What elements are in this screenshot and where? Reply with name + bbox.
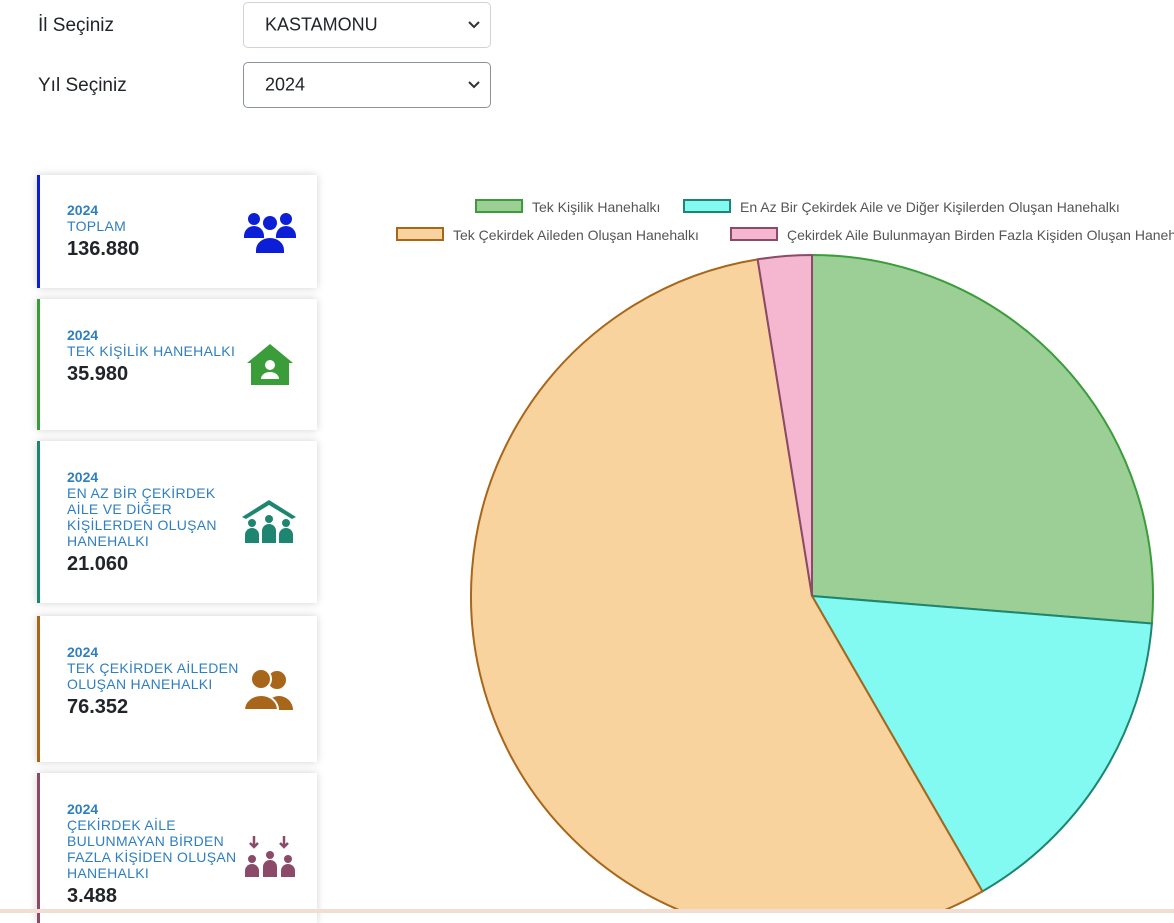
card-year: 2024 (67, 644, 99, 660)
legend-swatch (396, 227, 444, 241)
pie-slice-single[interactable] (811, 253, 1154, 625)
card-value: 35.980 (67, 363, 129, 385)
people-arrows-icon (245, 836, 295, 877)
user-pair-icon (243, 668, 293, 711)
card-single-nuclear: 2024 TEK ÇEKİRDEK AİLEDEN OLUŞAN HANEHAL… (37, 616, 317, 762)
card-title: TEK KİŞİLİK HANEHALKI (67, 343, 236, 359)
family-house-icon (242, 500, 296, 543)
card-year: 2024 (67, 469, 99, 485)
legend-swatch (730, 227, 778, 241)
card-value: 21.060 (67, 553, 129, 575)
chevron-down-icon (468, 21, 480, 29)
card-year: 2024 (67, 801, 99, 817)
page-bottom-bar (0, 909, 1174, 913)
province-label: İl Seçiniz (38, 15, 115, 36)
legend-swatch (683, 199, 731, 213)
card-title: EN AZ BİR ÇEKİRDEK AİLE VE DİĞER KİŞİLER… (67, 485, 217, 549)
legend-label: En Az Bir Çekirdek Aile ve Diğer Kişiler… (740, 199, 1120, 215)
card-value: 3.488 (67, 885, 118, 907)
card-single-person: 2024 TEK KİŞİLİK HANEHALKI 35.980 (37, 299, 317, 430)
legend-swatch (475, 199, 523, 213)
card-year: 2024 (67, 327, 99, 343)
card-value: 136.880 (67, 238, 140, 260)
card-nuclear-plus-others: 2024 EN AZ BİR ÇEKİRDEK AİLE VE DİĞER Kİ… (37, 441, 317, 603)
legend-item-non-nuclear-multi[interactable]: Çekirdek Aile Bulunmayan Birden Fazla Ki… (730, 227, 1174, 245)
card-value: 76.352 (67, 696, 129, 718)
legend-label: Çekirdek Aile Bulunmayan Birden Fazla Ki… (787, 227, 1174, 243)
legend-label: Tek Çekirdek Aileden Oluşan Hanehalkı (453, 227, 699, 243)
year-label: Yıl Seçiniz (38, 75, 127, 96)
card-title: TEK ÇEKİRDEK AİLEDEN OLUŞAN HANEHALKI (67, 660, 239, 692)
card-title: ÇEKİRDEK AİLE BULUNMAYAN BİRDEN FAZLA Kİ… (67, 817, 237, 881)
legend-label: Tek Kişilik Hanehalkı (532, 199, 661, 215)
province-select-value: KASTAMONU (265, 14, 378, 35)
house-user-icon (247, 344, 293, 385)
year-select-value: 2024 (265, 74, 306, 95)
year-select[interactable]: 2024 (243, 62, 491, 108)
card-non-nuclear-multi: 2024 ÇEKİRDEK AİLE BULUNMAYAN BİRDEN FAZ… (37, 773, 317, 923)
pie-slice-nuclear-plus-others[interactable] (810, 594, 1153, 893)
chevron-down-icon (468, 81, 480, 89)
pie-slice-single-nuclear[interactable] (470, 258, 984, 909)
card-total: 2024 TOPLAM 136.880 (37, 175, 317, 288)
province-select[interactable]: KASTAMONU (243, 2, 491, 48)
people-group-icon (244, 213, 296, 253)
province-filter: İl Seçiniz KASTAMONU (0, 2, 600, 50)
year-filter: Yıl Seçiniz 2024 (0, 62, 600, 110)
card-title: TOPLAM (67, 218, 127, 234)
card-year: 2024 (67, 202, 99, 218)
pie-slice-non-nuclear-multi[interactable] (756, 253, 813, 597)
